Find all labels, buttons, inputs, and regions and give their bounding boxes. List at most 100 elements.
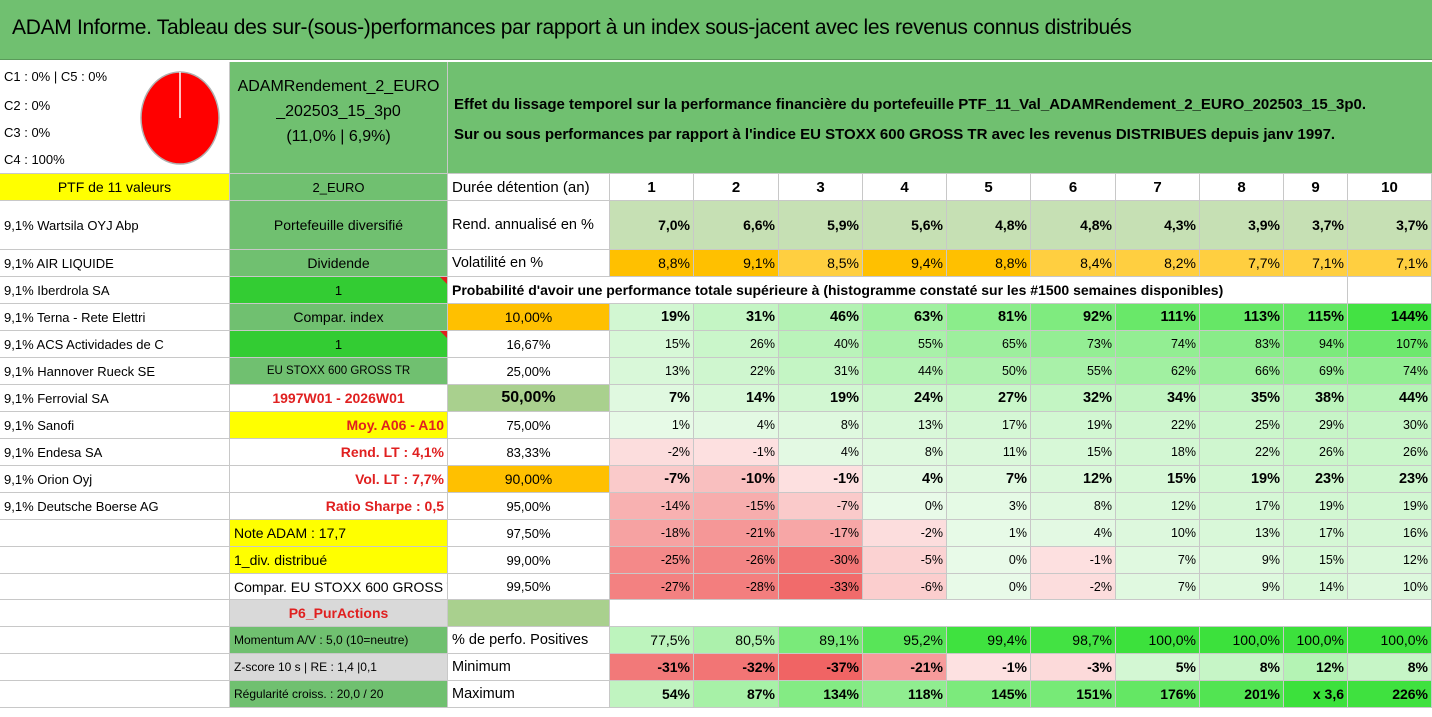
probability-cell: 66% — [1200, 358, 1284, 385]
info-cell: 1 — [230, 331, 448, 358]
probability-cell: 111% — [1116, 304, 1200, 331]
probability-cell: 40% — [779, 331, 863, 358]
probability-cell: 32% — [1031, 385, 1116, 412]
volatility-cell: 7,1% — [1284, 250, 1348, 277]
volatility-cell: 8,5% — [779, 250, 863, 277]
holding-label — [0, 654, 230, 681]
holding-label: 9,1% ACS Actividades de C — [0, 331, 230, 358]
probability-cell: -2% — [610, 439, 694, 466]
metric-label: 99,50% — [448, 574, 610, 600]
probability-cell: -2% — [863, 520, 947, 547]
probability-cell: -21% — [694, 520, 779, 547]
holding-label: 9,1% AIR LIQUIDE — [0, 250, 230, 277]
probability-cell: 65% — [947, 331, 1031, 358]
minimum-cell: -32% — [694, 654, 779, 681]
probability-cell: 26% — [694, 331, 779, 358]
probability-cell: 55% — [1031, 358, 1116, 385]
holding-label: 9,1% Wartsila OYJ Abp — [0, 201, 230, 250]
positive-perf-cell: 89,1% — [779, 627, 863, 654]
probability-cell: 50% — [947, 358, 1031, 385]
positive-perf-cell: 80,5% — [694, 627, 779, 654]
report-title: ADAM Informe. Tableau des sur-(sous-)per… — [12, 16, 1132, 39]
probability-cell: 19% — [1031, 412, 1116, 439]
minimum-cell: -31% — [610, 654, 694, 681]
annual-return-cell: 4,8% — [947, 201, 1031, 250]
probability-cell: 19% — [610, 304, 694, 331]
probability-cell: 23% — [1348, 466, 1432, 493]
probability-cell: -14% — [610, 493, 694, 520]
description-panel: Effet du lissage temporel sur la perform… — [448, 62, 1432, 174]
probability-cell: -27% — [610, 574, 694, 600]
holding-label — [0, 681, 230, 708]
info-cell: 1_div. distribué — [230, 547, 448, 574]
probability-cell: 19% — [779, 385, 863, 412]
info-cell: Ratio Sharpe : 0,5 — [230, 493, 448, 520]
metric-label — [448, 600, 610, 627]
empty-row — [610, 600, 1432, 627]
metric-label: 10,00% — [448, 304, 610, 331]
probability-cell: 8% — [863, 439, 947, 466]
probability-cell: 30% — [1348, 412, 1432, 439]
probability-cell: 13% — [1200, 520, 1284, 547]
info-cell: 1 — [230, 277, 448, 304]
positive-perf-cell: 100,0% — [1200, 627, 1284, 654]
maximum-cell: 176% — [1116, 681, 1200, 708]
maximum-cell: 118% — [863, 681, 947, 708]
minimum-cell: 8% — [1200, 654, 1284, 681]
probability-cell: -1% — [694, 439, 779, 466]
probability-cell: 31% — [779, 358, 863, 385]
fund-stats: (11,0% | 6,9%) — [286, 128, 391, 145]
probability-cell: 74% — [1116, 331, 1200, 358]
annual-return-cell: 5,9% — [779, 201, 863, 250]
maximum-cell: x 3,6 — [1284, 681, 1348, 708]
probability-cell: 14% — [694, 385, 779, 412]
metric-label: 95,00% — [448, 493, 610, 520]
metric-label: 83,33% — [448, 439, 610, 466]
probability-cell: -5% — [863, 547, 947, 574]
probability-cell: 9% — [1200, 547, 1284, 574]
probability-cell: 83% — [1200, 331, 1284, 358]
info-cell: EU STOXX 600 GROSS TR — [230, 358, 448, 385]
minimum-cell: -1% — [947, 654, 1031, 681]
probability-cell: 22% — [1116, 412, 1200, 439]
volatility-cell: 8,8% — [610, 250, 694, 277]
probability-cell: 81% — [947, 304, 1031, 331]
probability-cell: 10% — [1348, 574, 1432, 600]
metric-label: 99,00% — [448, 547, 610, 574]
probability-cell: 13% — [610, 358, 694, 385]
holding-label — [0, 574, 230, 600]
probability-cell: 15% — [1116, 466, 1200, 493]
probability-cell: 113% — [1200, 304, 1284, 331]
holding-label: 9,1% Sanofi — [0, 412, 230, 439]
probability-cell: 19% — [1200, 466, 1284, 493]
probability-cell: 4% — [779, 439, 863, 466]
annual-return-cell: 3,7% — [1284, 201, 1348, 250]
probability-cell: 44% — [863, 358, 947, 385]
minimum-cell: 12% — [1284, 654, 1348, 681]
probability-cell: 15% — [1284, 547, 1348, 574]
probability-cell: 35% — [1200, 385, 1284, 412]
holding-label: 9,1% Deutsche Boerse AG — [0, 493, 230, 520]
maximum-cell: 87% — [694, 681, 779, 708]
metric-label: 97,50% — [448, 520, 610, 547]
pie-legend-line: C3 : 0% — [4, 125, 51, 140]
probability-cell: 55% — [863, 331, 947, 358]
holding-label: 9,1% Ferrovial SA — [0, 385, 230, 412]
probability-cell: 24% — [863, 385, 947, 412]
probability-cell: 7% — [947, 466, 1031, 493]
maximum-cell: 134% — [779, 681, 863, 708]
positive-perf-cell: 77,5% — [610, 627, 694, 654]
holding-label: 9,1% Hannover Rueck SE — [0, 358, 230, 385]
metric-label: 90,00% — [448, 466, 610, 493]
probability-cell: 1% — [610, 412, 694, 439]
empty-cell — [1348, 277, 1432, 304]
probability-cell: -18% — [610, 520, 694, 547]
metric-label: Minimum — [448, 654, 610, 681]
minimum-cell: 8% — [1348, 654, 1432, 681]
holding-label — [0, 547, 230, 574]
probability-cell: -7% — [610, 466, 694, 493]
maximum-cell: 151% — [1031, 681, 1116, 708]
probability-cell: 8% — [1031, 493, 1116, 520]
volatility-cell: 9,1% — [694, 250, 779, 277]
probability-cell: 0% — [947, 574, 1031, 600]
